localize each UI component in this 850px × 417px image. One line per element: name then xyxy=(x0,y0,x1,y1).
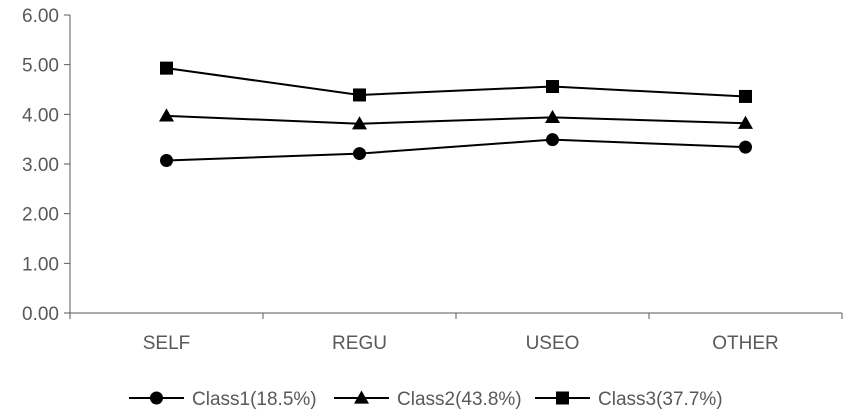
y-tick-label: 1.00 xyxy=(22,254,59,275)
series-line xyxy=(166,114,746,125)
legend-label: Class3(37.7%) xyxy=(598,389,723,410)
data-point-circle xyxy=(353,147,366,161)
data-point-triangle xyxy=(352,116,367,130)
legend-label: Class2(43.8%) xyxy=(397,389,522,410)
data-point-triangle xyxy=(159,108,174,122)
y-tick-label: 0.00 xyxy=(22,304,59,325)
data-point-circle xyxy=(739,140,752,154)
x-tick-label: OTHER xyxy=(712,333,779,354)
legend-marker-square xyxy=(556,391,569,405)
legend: Class1(18.5%) Class2(43.8%) Class3(37.7%) xyxy=(129,389,723,410)
y-tick-label: 2.00 xyxy=(22,205,59,226)
data-point-triangle xyxy=(545,109,560,123)
series-1 xyxy=(160,133,752,168)
data-point-circle xyxy=(160,154,173,168)
axes: 0.00 1.00 2.00 3.00 4.00 5.00 6.00 SELF REGU USEO… xyxy=(22,6,843,354)
series-layer xyxy=(159,61,753,168)
data-point-triangle xyxy=(738,115,753,129)
data-point-square xyxy=(546,80,559,94)
y-tick-label: 6.00 xyxy=(22,6,59,27)
y-tick-label: 4.00 xyxy=(22,105,59,126)
data-point-square xyxy=(353,88,366,102)
x-tick-label: USEO xyxy=(526,333,580,354)
data-point-square xyxy=(739,89,752,103)
data-point-circle xyxy=(546,133,559,147)
y-tick-label: 3.00 xyxy=(22,155,59,176)
data-point-square xyxy=(160,61,173,75)
x-tick-label: REGU xyxy=(332,333,387,354)
series-2 xyxy=(159,108,753,130)
legend-marker-triangle xyxy=(354,390,369,404)
legend-item-1: Class1(18.5%) xyxy=(129,389,317,410)
series-line xyxy=(166,138,746,162)
legend-label: Class1(18.5%) xyxy=(192,389,317,410)
y-tick-label: 5.00 xyxy=(22,56,59,77)
legend-item-3: Class3(37.7%) xyxy=(535,389,723,410)
legend-marker-circle xyxy=(150,391,163,405)
series-3 xyxy=(160,61,752,103)
x-tick-label: SELF xyxy=(143,333,191,354)
series-line xyxy=(166,67,746,98)
legend-item-2: Class2(43.8%) xyxy=(334,389,522,410)
